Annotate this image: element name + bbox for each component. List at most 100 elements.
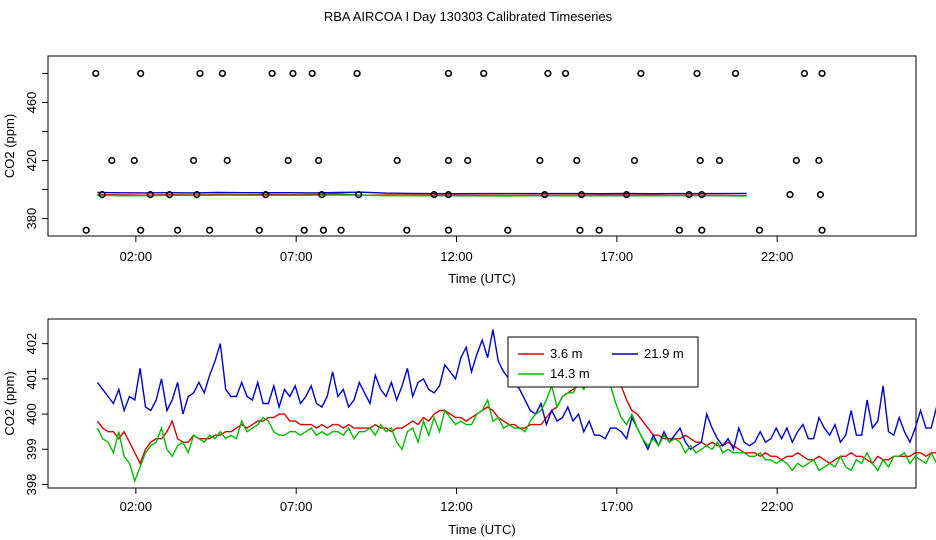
calibration-point-ambient (622, 191, 631, 199)
calibration-point-low (595, 226, 603, 234)
calibration-point-ambient (193, 191, 201, 199)
calibration-point-ambient (430, 191, 438, 199)
x-tick-label: 07:00 (280, 499, 313, 514)
x-axis-label: Time (UTC) (448, 522, 515, 537)
calibration-point-low (576, 226, 584, 234)
calibration-point-ambient (698, 191, 706, 199)
calibration-point-mid (792, 156, 800, 165)
y-tick-label: 400 (24, 403, 39, 425)
calibration-point-mid (393, 156, 401, 165)
calibration-point-ambient (146, 191, 154, 199)
legend-entry: 14.3 m (550, 366, 590, 381)
bottom-panel: 02:00 07:00 12:00 17:00 22:00 398 399 400 401 402… (2, 318, 936, 537)
calibration-point-high (544, 69, 552, 78)
calibration-point-low (818, 226, 826, 234)
calibration-point-high (308, 69, 316, 78)
calibration-point-mid (573, 156, 581, 165)
x-tick-label: 17:00 (601, 499, 634, 514)
calibration-point-high (637, 69, 645, 78)
calibration-point-mid (130, 156, 138, 165)
calibration-point-high (92, 69, 100, 78)
y-axis-label: CO2 (ppm) (2, 114, 17, 178)
calibration-point-low (444, 226, 453, 234)
x-tick-label: 17:00 (601, 249, 634, 264)
calibration-point-low (504, 226, 512, 234)
plot-frame (47, 55, 917, 237)
legend-entry: 3.6 m (550, 346, 583, 361)
calibration-point-low (675, 226, 683, 234)
calibration-point-ambient (577, 191, 586, 199)
calibration-point-low (137, 226, 145, 234)
x-tick-label: 02:00 (120, 249, 153, 264)
y-tick-label: 460 (24, 92, 39, 114)
calibration-point-low (206, 226, 214, 234)
calibration-point-ambient (444, 191, 453, 199)
calibration-point-mid (108, 156, 116, 165)
calibration-point-ambient (165, 191, 174, 199)
legend: 3.6 m 21.9 m 14.3 m (507, 336, 699, 388)
y-tick-label: 420 (24, 150, 39, 172)
calibration-point-mid (696, 156, 704, 165)
top-panel: 02:00 07:00 12:00 17:00 22:00 380 420 460 Time (… (2, 55, 917, 286)
calibration-point-mid (284, 156, 292, 165)
calibration-point-mid (630, 156, 639, 165)
calibration-point-low (255, 226, 263, 234)
calibration-point-mid (464, 156, 472, 165)
legend-entry: 21.9 m (644, 346, 684, 361)
plot-frame (47, 318, 917, 489)
x-tick-label: 22:00 (761, 499, 794, 514)
calibration-point-mid (223, 156, 231, 165)
series-line-219m (96, 329, 936, 452)
chart-title: RBA AIRCOA I Day 130303 Calibrated Times… (324, 9, 613, 24)
calibration-point-ambient (355, 191, 363, 199)
calibration-point-ambient (98, 191, 106, 199)
y-axis-label: CO2 (ppm) (2, 371, 17, 435)
calibration-point-low (755, 226, 764, 234)
calibration-point-ambient (786, 191, 794, 199)
x-tick-label: 22:00 (761, 249, 794, 264)
calibration-point-low (319, 226, 328, 234)
calibration-point-high (137, 69, 145, 78)
y-tick-label: 399 (24, 438, 39, 460)
calibration-point-ambient (685, 191, 693, 199)
calibration-point-high (480, 69, 488, 78)
calibration-point-mid (315, 156, 323, 165)
calibration-point-mid (444, 156, 453, 165)
calibration-point-high (218, 69, 227, 78)
y-tick-label: 401 (24, 368, 39, 390)
series-line-143m (96, 363, 936, 484)
calibration-point-low (337, 226, 345, 234)
x-tick-label: 02:00 (120, 499, 153, 514)
calibration-point-high (693, 69, 701, 78)
calibration-point-ambient (816, 191, 825, 199)
calibration-point-ambient (318, 191, 326, 199)
calibration-point-high (353, 69, 361, 78)
calibration-point-low (403, 226, 411, 234)
x-tick-label: 12:00 (440, 499, 473, 514)
y-tick-label: 402 (24, 333, 39, 355)
calibration-point-high (800, 69, 809, 78)
calibration-point-mid (715, 156, 724, 165)
top-series-line-143m (97, 194, 747, 197)
y-tick-label: 380 (24, 208, 39, 230)
calibration-point-high (561, 69, 570, 78)
x-axis-label: Time (UTC) (448, 271, 515, 286)
calibration-point-low (82, 226, 90, 234)
calibration-point-ambient (262, 191, 270, 199)
calibration-point-high (289, 69, 297, 78)
calibration-point-mid (815, 156, 823, 165)
legend-box (507, 336, 699, 388)
calibration-point-ambient (541, 191, 549, 199)
calibration-point-high (444, 69, 453, 78)
calibration-point-high (818, 69, 826, 78)
top-series-line-219m (97, 191, 747, 195)
calibration-point-low (173, 226, 182, 234)
calibration-point-high (731, 69, 740, 78)
calibration-point-high (196, 69, 204, 78)
calibration-point-mid (536, 156, 544, 165)
calibration-point-mid (189, 156, 198, 165)
y-tick-label: 398 (24, 474, 39, 496)
calibration-point-high (268, 69, 276, 78)
